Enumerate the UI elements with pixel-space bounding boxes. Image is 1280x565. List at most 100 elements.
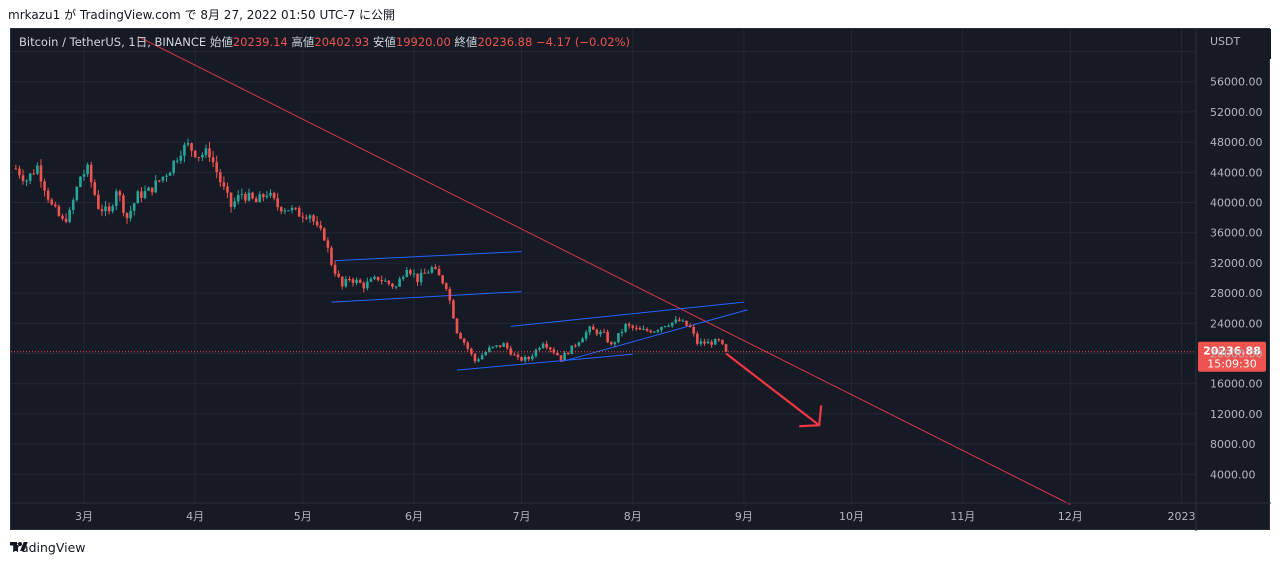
candle (322, 227, 326, 242)
candle (480, 352, 484, 360)
candle-body (57, 206, 61, 216)
candle (125, 212, 129, 224)
candle-body (556, 352, 559, 356)
candle-body (627, 323, 631, 326)
candle-body (226, 186, 229, 193)
candle (46, 187, 50, 203)
candle (358, 278, 362, 284)
candle (470, 347, 473, 357)
candle-body (279, 207, 283, 212)
candle (197, 156, 201, 162)
x-tick-label: 11月 (950, 510, 975, 523)
candle (416, 273, 419, 286)
candle (211, 151, 215, 167)
candle-body (258, 194, 262, 203)
forecast-arrow-head (799, 405, 823, 428)
candle (444, 282, 448, 292)
candle (355, 277, 358, 286)
candle (502, 342, 505, 347)
candle (606, 329, 609, 344)
candle-body (552, 349, 556, 353)
candle (635, 324, 638, 331)
time-axis: 3月 4月 5月 6月 7月 8月 9月 10月 11月 12月 2023 (75, 510, 1195, 523)
candle-body (97, 194, 100, 210)
descending-trendline (137, 35, 1071, 505)
candle (591, 324, 595, 330)
candle-body (656, 330, 660, 332)
candle-body (330, 247, 333, 265)
candle-body (584, 332, 588, 339)
candle (54, 201, 57, 208)
candle (487, 345, 491, 353)
candle (613, 341, 617, 348)
candle-body (14, 168, 18, 170)
chart-grid (11, 29, 1196, 503)
candle (459, 331, 462, 340)
candle-body (678, 319, 681, 322)
candle-body (190, 143, 193, 151)
candle (588, 325, 592, 336)
candle-body (305, 217, 308, 219)
candle (462, 337, 466, 346)
candle-body (18, 168, 21, 176)
candle (373, 275, 376, 281)
candle (312, 214, 315, 226)
candle (577, 341, 581, 348)
candle-body (523, 356, 527, 361)
candle (595, 328, 599, 336)
candle (251, 191, 254, 200)
candle (387, 280, 391, 286)
candle (143, 185, 147, 200)
candle-body (649, 330, 652, 333)
candle (71, 197, 75, 215)
candle (89, 161, 93, 188)
candle (165, 173, 168, 182)
candle (326, 237, 330, 253)
candle (574, 343, 577, 348)
candle-body (319, 225, 323, 229)
chart-frame[interactable]: 20236.88 15:09:30 4000.00 8000.00 12000.00 1… (10, 28, 1271, 531)
candle-body (308, 215, 312, 219)
candle (477, 357, 480, 363)
candle (118, 189, 122, 202)
candle (652, 331, 656, 333)
candle (706, 338, 710, 344)
candle-body (624, 323, 627, 332)
candle-body (631, 325, 635, 328)
candle-body (215, 162, 219, 173)
candle-body (642, 328, 645, 330)
candle-body (43, 181, 46, 191)
candle (717, 338, 721, 342)
candle (301, 212, 305, 223)
candle (724, 343, 728, 353)
candle-body (495, 345, 498, 347)
candle (36, 162, 39, 176)
candle (380, 275, 383, 285)
candle-body (513, 354, 516, 356)
candle-body (466, 342, 470, 349)
candle (452, 298, 455, 319)
candle (688, 323, 692, 328)
candle (681, 318, 685, 322)
candle-body (602, 331, 606, 333)
candle-body (613, 342, 617, 345)
candle (236, 190, 240, 205)
candle-body (455, 318, 459, 334)
candle-body (32, 173, 36, 175)
symbol-title: Bitcoin / TetherUS, 1日, BINANCE 始値20239.… (19, 35, 630, 49)
candle (97, 190, 100, 210)
candle (649, 329, 652, 334)
candle (427, 269, 430, 274)
candle (430, 265, 434, 274)
candle (620, 328, 624, 337)
candle (534, 348, 538, 359)
candle (495, 345, 498, 348)
candle (122, 193, 125, 217)
candle (218, 168, 222, 187)
x-tick-label: 6月 (405, 510, 423, 523)
candle (348, 276, 351, 282)
candle (229, 192, 233, 213)
footer: TradingView (10, 540, 86, 555)
candle (330, 245, 333, 267)
